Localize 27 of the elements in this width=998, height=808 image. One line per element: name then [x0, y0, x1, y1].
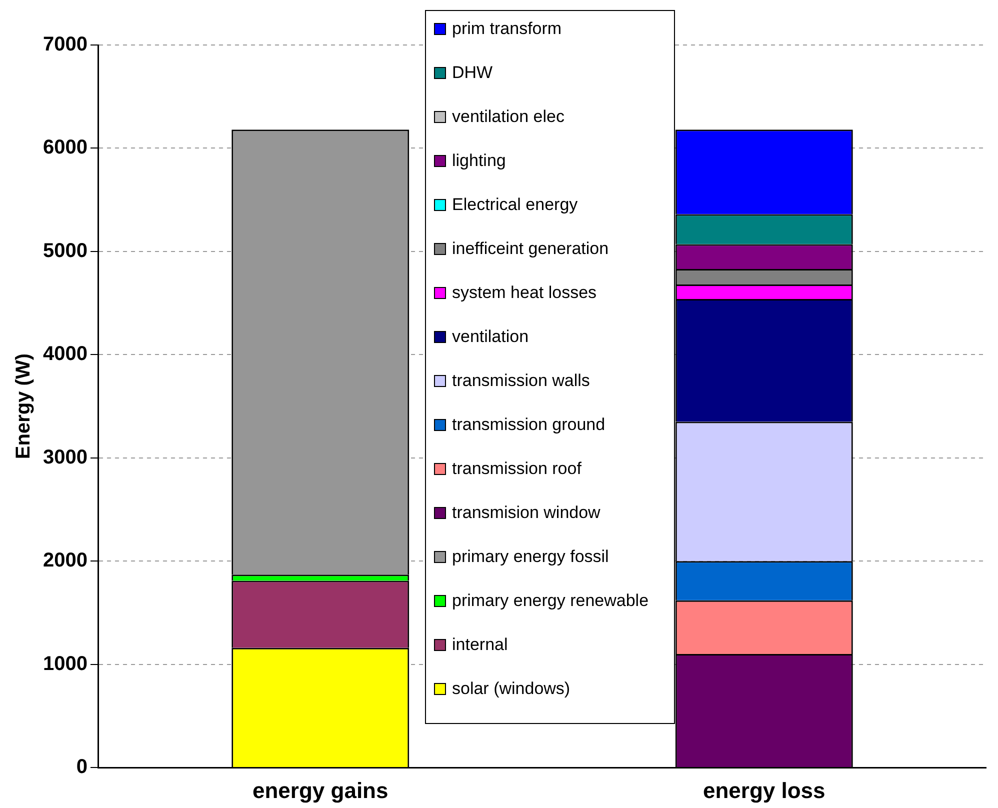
legend-label: inefficeint generation	[452, 239, 609, 258]
y-tick-label: 3000	[42, 446, 88, 468]
y-tick-label: 2000	[42, 550, 88, 572]
legend-label: lighting	[452, 151, 506, 170]
y-tick-label: 1000	[42, 652, 88, 675]
y-tick-label: 5000	[42, 240, 88, 262]
legend-label: ventilation	[452, 327, 529, 346]
legend-label: DHW	[452, 63, 493, 82]
legend-label: solar (windows)	[452, 679, 570, 698]
legend-label: transmission walls	[452, 371, 590, 390]
legend-label: prim transform	[452, 19, 562, 38]
y-tick-label: 7000	[42, 34, 88, 56]
x-tick-label: energy loss	[702, 778, 826, 803]
legend-label: internal	[452, 635, 508, 654]
legend-label: ventilation elec	[452, 107, 564, 126]
legend-label: transmission ground	[452, 415, 606, 434]
legend-label: primary energy fossil	[452, 547, 609, 566]
y-tick-label: 6000	[42, 136, 88, 159]
y-axis-title: Energy (W)	[12, 354, 35, 460]
y-tick-label: 0	[76, 756, 88, 778]
legend-label: primary energy renewable	[452, 591, 649, 610]
legend-label: system heat losses	[452, 283, 597, 302]
legend-label: Electrical energy	[452, 195, 578, 214]
x-tick-label: energy gains	[252, 778, 388, 803]
legend-label: transmission roof	[452, 459, 582, 478]
y-tick-label: 4000	[42, 343, 88, 366]
legend-label: transmision window	[452, 503, 600, 522]
